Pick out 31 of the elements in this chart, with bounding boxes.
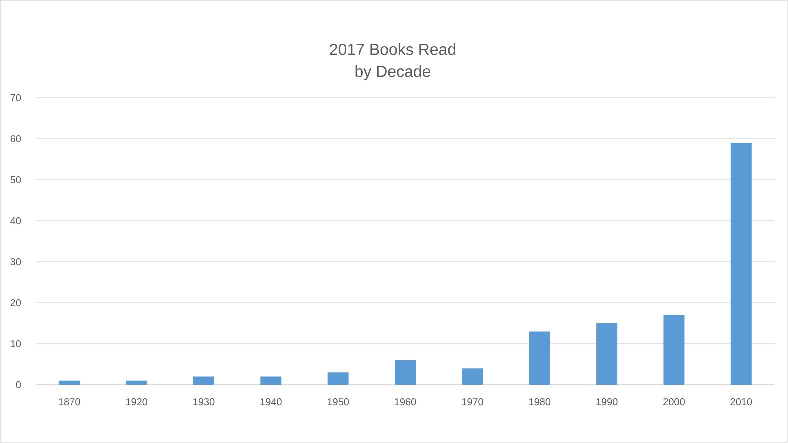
bar bbox=[664, 315, 685, 385]
bar bbox=[126, 380, 148, 385]
x-tick-label: 2000 bbox=[664, 398, 685, 406]
x-tick-label: 1950 bbox=[328, 398, 350, 406]
bar bbox=[730, 143, 752, 385]
y-tick-label: 30 bbox=[10, 258, 22, 266]
bar bbox=[462, 368, 484, 385]
x-tick-label: 1930 bbox=[194, 398, 215, 406]
bar bbox=[596, 323, 618, 385]
y-tick-label: 70 bbox=[10, 94, 22, 102]
y-tick-label: 0 bbox=[16, 381, 22, 389]
x-tick-label: 1920 bbox=[126, 398, 148, 406]
x-tick-label: 1960 bbox=[395, 398, 416, 406]
x-tick-label: 1970 bbox=[462, 398, 484, 406]
bar bbox=[260, 376, 282, 385]
bar bbox=[328, 372, 349, 385]
chart-title: 2017 Books Read by Decade bbox=[330, 44, 456, 80]
bar bbox=[193, 376, 214, 385]
y-tick-label: 10 bbox=[11, 340, 22, 348]
bar bbox=[529, 332, 550, 385]
y-tick-label: 40 bbox=[10, 217, 22, 225]
y-tick-label: 60 bbox=[10, 135, 22, 143]
x-tick-label: 1990 bbox=[596, 398, 618, 406]
x-tick-label: 1980 bbox=[530, 398, 551, 406]
y-tick-label: 50 bbox=[10, 176, 22, 184]
x-tick-label: 1870 bbox=[59, 398, 80, 406]
bar bbox=[395, 360, 416, 385]
bar bbox=[59, 380, 80, 385]
x-tick-label: 1940 bbox=[260, 398, 282, 406]
x-tick-label: 2010 bbox=[730, 398, 752, 406]
y-tick-label: 20 bbox=[10, 299, 22, 307]
